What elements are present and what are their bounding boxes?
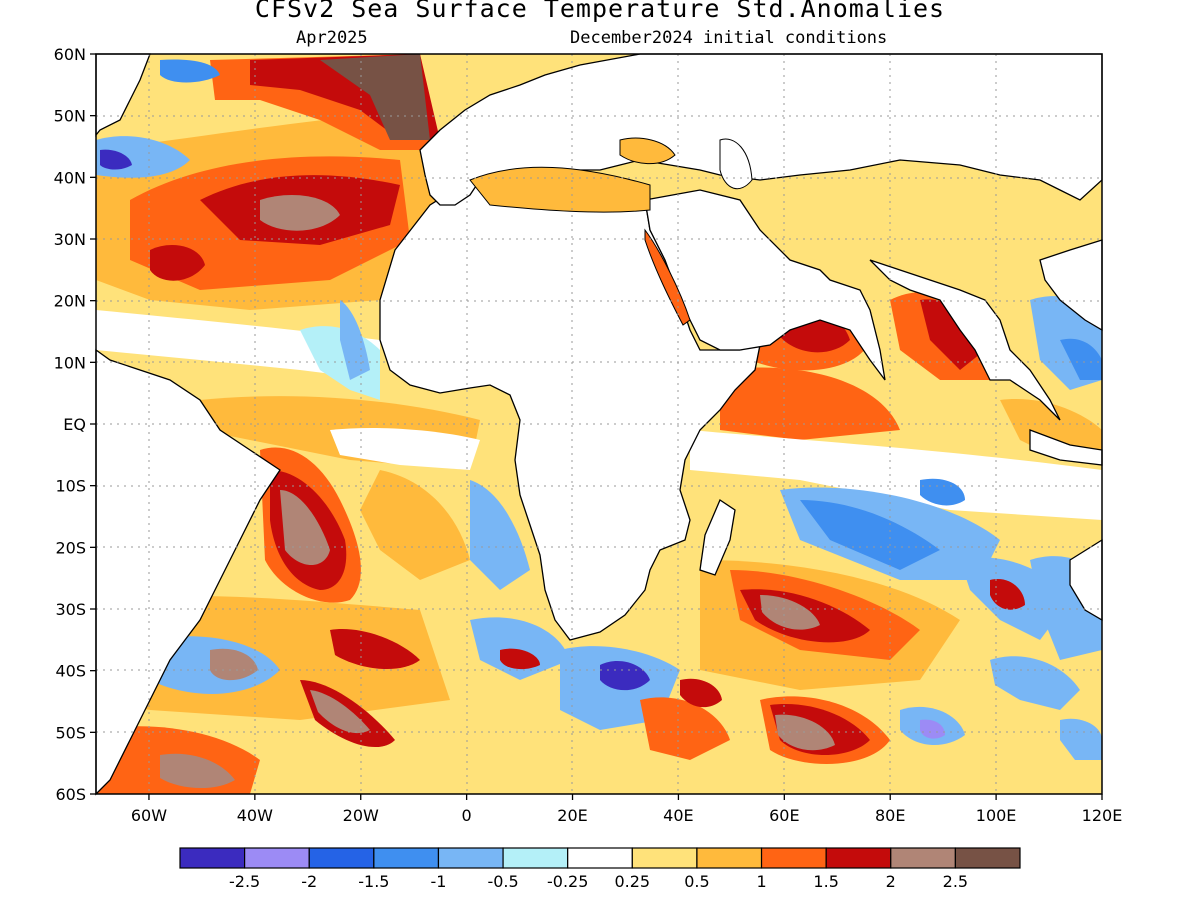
lat-tick-label: 10S [55, 477, 86, 496]
legend-label: 0.5 [684, 872, 709, 891]
legend-swatch [308, 847, 375, 869]
io-sw-warm-5 [775, 714, 835, 751]
legend-label: 2.5 [943, 872, 968, 891]
legend-swatch [825, 847, 892, 869]
sa-warm-3 [280, 490, 330, 565]
ss-warm-blob [210, 648, 258, 681]
madagascar-land [699, 499, 736, 576]
io-warm-5 [990, 579, 1025, 610]
legend-label: -2.5 [229, 872, 260, 891]
lon-tick-label: 40E [663, 806, 693, 825]
legend-swatch [373, 847, 440, 869]
na-cold [100, 149, 132, 170]
legend-swatch [567, 847, 633, 869]
wp-warm [1000, 399, 1102, 460]
lon-tick-label: 120E [1082, 806, 1123, 825]
trop-neutral [96, 310, 380, 380]
caspian-sea [719, 138, 753, 190]
se-asia-land [869, 259, 1061, 421]
legend-swatch [954, 847, 1021, 869]
lat-tick-label: 10N [54, 353, 86, 372]
eq-neutral [330, 428, 480, 470]
legend-label: 1 [756, 872, 766, 891]
lat-tick-label: 50S [55, 723, 86, 742]
lat-tick-label: 40S [55, 662, 86, 681]
sa-warm-4 [360, 470, 470, 580]
legend-label: -1 [430, 872, 446, 891]
land [95, 53, 1103, 796]
australia-land [1069, 538, 1103, 622]
io-south-warm-4 [760, 595, 820, 630]
legend-label: -2 [301, 872, 317, 891]
ss-warm-south-2 [160, 753, 235, 789]
lat-tick-label: EQ [63, 415, 86, 434]
lon-tick-label: 40W [237, 806, 273, 825]
io-sw-warm [640, 697, 730, 760]
lon-tick-label: 0 [462, 806, 472, 825]
lat-axis: 60N 50N 40N 30N 20N 10N EQ 10S 20S 30S 40S 50S 60S [54, 45, 96, 804]
initial-conditions: December2024 initial conditions [570, 28, 888, 48]
io-cool-3 [920, 478, 965, 506]
legend-label: 0.25 [614, 872, 650, 891]
map-title: CFSv2 Sea Surface Temperature Std.Anomal… [254, 0, 946, 23]
lat-tick-label: 60N [54, 45, 86, 64]
china-land [1039, 239, 1103, 332]
na-warm-4 [150, 245, 205, 281]
lon-tick-label: 20W [343, 806, 379, 825]
lon-tick-label: 80E [875, 806, 905, 825]
lat-tick-label: 20N [54, 292, 86, 311]
io-sw-warm-2 [680, 678, 722, 708]
io-cool-2 [800, 500, 940, 570]
color-legend: -2.5 -2 -1.5 -1 -0.5 -0.25 0.25 0.5 1 1.5 2 2.5 [179, 847, 1021, 891]
io-warm-1 [720, 367, 900, 440]
ss-cool-2 [470, 617, 570, 680]
lat-tick-label: 50N [54, 107, 86, 126]
io-cool-9 [1060, 718, 1102, 760]
na-warm-7 [260, 195, 340, 231]
na-cool-2 [160, 59, 220, 83]
io-cool-7 [920, 719, 945, 739]
legend-swatch [502, 847, 569, 869]
ss-warm-2 [330, 629, 420, 670]
legend-swatch [631, 847, 698, 869]
south-america-land [95, 348, 281, 796]
io-neutral [690, 430, 1102, 520]
lon-tick-label: 60W [131, 806, 167, 825]
trop-cool-2 [340, 300, 370, 380]
legend-label: -0.25 [547, 872, 588, 891]
legend-swatch [179, 847, 246, 869]
legend-swatch [696, 847, 763, 869]
sa-cool-1 [470, 480, 530, 590]
io-bay-of-bengal-2 [920, 299, 985, 370]
na-very-warm [320, 54, 430, 140]
lon-axis: 60W 40W 20W 0 20E 40E 60E 80E 100E 120E [131, 794, 1122, 825]
legend-label: 1.5 [813, 872, 838, 891]
lon-tick-label: 20E [557, 806, 587, 825]
io-cool-8 [990, 656, 1080, 710]
lat-tick-label: 30N [54, 230, 86, 249]
legend-label: -0.5 [487, 872, 518, 891]
ss-cold [600, 660, 650, 691]
lon-tick-label: 100E [976, 806, 1017, 825]
lon-tick-label: 60E [769, 806, 799, 825]
lat-tick-label: 30S [55, 600, 86, 619]
legend-swatch [437, 847, 504, 869]
ss-warm-3 [500, 648, 540, 670]
mediterranean-sea [469, 166, 651, 213]
ss-warm-ridge-2 [310, 690, 370, 734]
legend-label: -1.5 [358, 872, 389, 891]
lat-tick-label: 60S [55, 785, 86, 804]
lat-tick-label: 40N [54, 168, 86, 187]
legend-swatch [760, 847, 827, 869]
black-sea [619, 137, 676, 165]
legend-label: 2 [886, 872, 896, 891]
map-grid [96, 54, 1102, 794]
lat-tick-label: 20S [55, 538, 86, 557]
forecast-month: Apr2025 [296, 28, 368, 48]
legend-swatch [890, 847, 956, 869]
wp-cool-2 [1060, 338, 1102, 380]
legend-swatch [244, 847, 310, 869]
